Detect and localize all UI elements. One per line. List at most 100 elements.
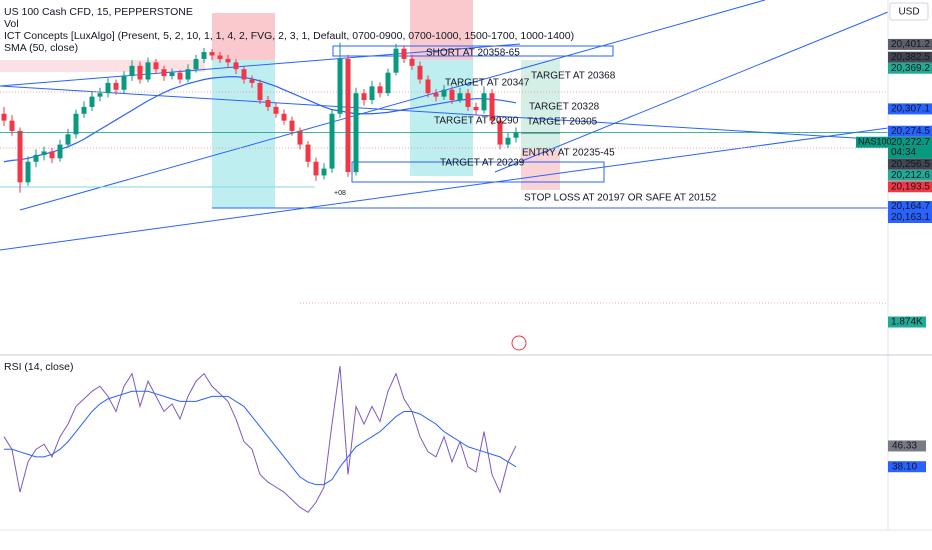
- candle-body: [449, 89, 455, 101]
- candle-body: [337, 58, 343, 114]
- candle-body: [145, 62, 151, 80]
- legend-entry: SMA (50, close): [4, 42, 78, 54]
- price-label: 20,164.7: [891, 201, 930, 212]
- candle-body: [81, 106, 87, 114]
- candle-body: [433, 93, 439, 97]
- candle-body: [281, 113, 287, 121]
- annotation: STOP LOSS AT 20197 OR SAFE AT 20152: [524, 193, 717, 204]
- candle-body: [473, 106, 479, 111]
- zone: [0, 60, 205, 72]
- annotation: TARGET 20305: [527, 117, 598, 128]
- candle-body: [505, 137, 511, 145]
- candle-body: [377, 86, 383, 94]
- candle-body: [457, 93, 463, 101]
- candle-body: [233, 62, 239, 70]
- candle-body: [289, 120, 295, 131]
- background-layer: [0, 0, 560, 208]
- rsi-label: 46.33: [892, 441, 917, 452]
- candle-body: [217, 55, 223, 59]
- candle-body: [137, 65, 143, 80]
- countdown: 04:34: [891, 147, 916, 158]
- candle-body: [401, 48, 407, 59]
- alert-icon[interactable]: [511, 335, 527, 351]
- price-label: 20,382.5: [891, 52, 930, 63]
- price-label: 20,274.5: [891, 126, 930, 137]
- annotation: +08: [334, 190, 346, 197]
- candle-body: [441, 89, 447, 97]
- price-label-box: [888, 38, 932, 50]
- candle-body: [257, 82, 263, 101]
- candle-body: [329, 113, 335, 169]
- candle-body: [481, 93, 487, 111]
- candle-body: [241, 69, 247, 80]
- annotation: TARGET 20328: [529, 102, 600, 113]
- candle-body: [225, 58, 231, 63]
- annotation: TARGET AT 20290: [434, 116, 519, 127]
- candle-body: [249, 79, 255, 83]
- candle-body: [169, 72, 175, 77]
- chart-title: US 100 Cash CFD, 15, PEPPERSTONE: [4, 6, 193, 18]
- candle-body: [17, 130, 23, 183]
- session-box: [212, 13, 275, 60]
- candle-body: [361, 93, 367, 101]
- symbol-tag-box: [856, 136, 888, 148]
- symbol-tag: NAS100: [858, 137, 892, 147]
- price-label: 20,401.2: [891, 39, 930, 50]
- annotation: TARGET AT 20368: [531, 71, 616, 82]
- trend-line: [19, 0, 766, 211]
- candle-body: [1, 113, 7, 121]
- candle-body: [409, 58, 415, 66]
- legend-entry: RSI (14, close): [4, 361, 73, 373]
- order-block: [332, 45, 614, 57]
- candle-body: [9, 120, 15, 131]
- price-label: 20,163.1: [891, 212, 930, 223]
- price-label-box: [888, 211, 932, 223]
- price-label: 20,272.7: [891, 137, 930, 148]
- candle-body: [73, 113, 79, 135]
- volume-label-box: [888, 316, 926, 328]
- candle-body: [201, 52, 207, 59]
- candle-body: [345, 58, 351, 173]
- price-label-box: [888, 103, 932, 115]
- candle-body: [417, 65, 423, 80]
- candle-body: [113, 82, 119, 90]
- price-label: 20,212.6: [891, 170, 930, 181]
- candle-body: [393, 48, 399, 73]
- annotation: TARGET AT 20347: [445, 78, 530, 89]
- marks-layer: [0, 42, 888, 514]
- rsi-line: [3, 366, 517, 514]
- candle-body: [265, 100, 271, 107]
- annotation: SHORT AT 20358-65: [426, 48, 520, 59]
- candle-body: [313, 161, 319, 176]
- rsi-ma-line: [4, 390, 517, 486]
- profit-zone: [521, 60, 560, 150]
- candle-body: [321, 168, 327, 176]
- candle-body: [465, 93, 471, 107]
- price-label: 20,307.1: [891, 104, 930, 115]
- candle-body: [273, 106, 279, 114]
- candle-body: [305, 144, 311, 162]
- rsi-label: 38.10: [892, 461, 917, 472]
- axis-labels: 20,401.2 20,382.520,369.2 20,307.1 20,274.5…: [856, 38, 932, 473]
- candle-body: [121, 76, 127, 90]
- loss-zone: [521, 150, 560, 190]
- price-label-box: [888, 181, 932, 193]
- candle-body: [161, 69, 167, 77]
- price-label-box: [888, 158, 932, 170]
- legend-entry: Vol: [4, 18, 19, 30]
- legend-entry: ICT Concepts [LuxAlgo] (Present, 5, 2, 1…: [4, 30, 574, 42]
- candle-body: [513, 132, 519, 138]
- price-label-box: [888, 200, 932, 212]
- candle-body: [41, 151, 47, 155]
- volume-label: 1.874K: [891, 317, 923, 328]
- candle-body: [105, 82, 111, 94]
- candle-body: [25, 161, 31, 183]
- trend-line: [0, 127, 889, 251]
- candle-body: [89, 96, 95, 107]
- order-block: [351, 161, 605, 183]
- rsi-label-box: [888, 461, 926, 473]
- trend-line: [0, 85, 889, 141]
- currency-button[interactable]: [889, 2, 929, 21]
- candle-body: [65, 134, 71, 145]
